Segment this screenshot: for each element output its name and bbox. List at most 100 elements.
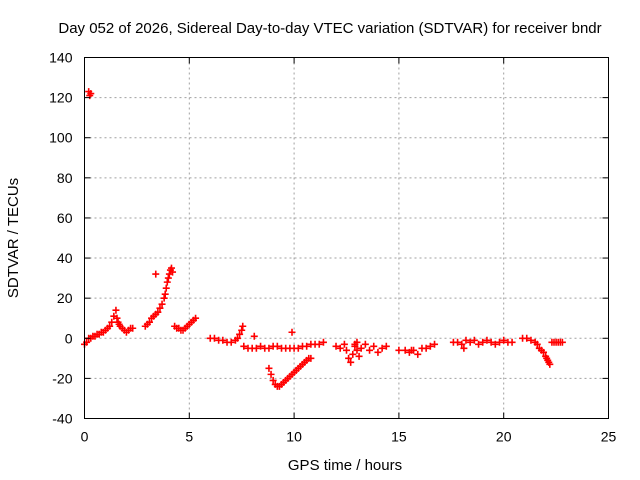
data-point xyxy=(336,344,344,352)
data-point xyxy=(236,330,244,338)
data-point xyxy=(466,338,474,346)
data-point xyxy=(169,268,177,276)
data-point xyxy=(239,322,247,330)
data-point xyxy=(487,338,495,346)
data-point xyxy=(508,338,516,346)
data-point xyxy=(238,326,246,334)
data-point xyxy=(540,348,548,356)
data-point xyxy=(462,336,470,344)
data-point xyxy=(353,338,361,346)
data-point xyxy=(431,340,439,348)
data-point xyxy=(483,336,491,344)
plot-frame xyxy=(84,57,609,419)
y-tick-label: 140 xyxy=(49,50,73,66)
data-point xyxy=(414,350,422,358)
data-point xyxy=(558,338,566,346)
data-point xyxy=(145,318,153,326)
x-tick-label: 0 xyxy=(81,429,89,445)
y-tick-label: 0 xyxy=(65,330,73,346)
data-point xyxy=(273,342,281,350)
data-point xyxy=(523,334,531,342)
data-point xyxy=(500,336,508,344)
data-point xyxy=(355,352,363,360)
data-point xyxy=(343,346,350,354)
data-point xyxy=(265,344,273,352)
x-tick-label: 15 xyxy=(391,429,407,445)
data-point xyxy=(162,284,170,292)
data-point xyxy=(340,340,348,348)
chart-title: Day 052 of 2026, Sidereal Day-to-day VTE… xyxy=(58,20,601,37)
data-point xyxy=(475,340,483,348)
data-point xyxy=(163,278,171,286)
x-tick-label: 20 xyxy=(496,429,512,445)
data-points xyxy=(81,88,566,390)
data-point xyxy=(357,344,365,352)
data-point xyxy=(288,328,296,336)
data-point xyxy=(401,346,409,354)
data-point xyxy=(426,342,434,350)
data-point xyxy=(458,340,466,348)
data-point xyxy=(454,338,462,346)
x-tick-label: 10 xyxy=(286,429,302,445)
data-point xyxy=(353,346,361,354)
data-point xyxy=(294,344,302,352)
data-point xyxy=(158,300,166,308)
y-tick-label: 120 xyxy=(49,90,73,106)
data-point xyxy=(378,344,386,352)
data-point xyxy=(240,342,248,350)
data-point xyxy=(347,358,355,366)
data-point xyxy=(257,342,265,350)
data-point xyxy=(496,338,504,346)
data-point xyxy=(267,370,275,378)
y-axis-label: SDTVAR / TECUs xyxy=(5,178,22,298)
data-point xyxy=(527,336,535,344)
data-point xyxy=(395,346,403,354)
data-point xyxy=(154,308,162,316)
data-point xyxy=(366,346,374,354)
data-point xyxy=(234,334,242,342)
data-point xyxy=(303,342,311,350)
x-tick-label: 5 xyxy=(185,429,193,445)
data-point xyxy=(108,318,116,326)
data-point xyxy=(167,264,175,272)
y-tick-label: 80 xyxy=(57,170,73,186)
data-point xyxy=(210,334,218,342)
data-point xyxy=(307,354,315,362)
data-point xyxy=(112,306,120,314)
data-point xyxy=(491,340,499,348)
data-point xyxy=(361,340,369,348)
y-tick-label: 20 xyxy=(57,290,73,306)
data-point xyxy=(382,342,390,350)
data-point xyxy=(479,338,487,346)
data-point xyxy=(470,336,478,344)
y-tick-label: 100 xyxy=(49,130,73,146)
data-point xyxy=(113,314,121,322)
data-point xyxy=(546,360,554,368)
data-point xyxy=(160,294,168,302)
data-point xyxy=(407,346,415,354)
y-tick-label: 60 xyxy=(57,210,73,226)
y-axis: -40 -20 0 20 40 60 80 100 120 140 xyxy=(49,50,609,427)
data-point xyxy=(192,314,200,322)
data-point xyxy=(129,324,137,332)
data-point xyxy=(533,340,541,348)
y-tick-label: -40 xyxy=(52,411,72,427)
y-tick-label: -20 xyxy=(52,370,72,386)
data-point xyxy=(315,340,323,348)
data-point xyxy=(269,376,277,384)
data-point xyxy=(250,332,258,340)
x-axis: 0 5 10 15 20 25 xyxy=(81,57,617,445)
data-point xyxy=(345,354,353,362)
data-point xyxy=(164,274,172,282)
y-tick-label: 40 xyxy=(57,250,73,266)
data-point xyxy=(227,338,235,346)
data-point xyxy=(161,290,169,298)
data-point xyxy=(156,304,164,312)
x-axis-label: GPS time / hours xyxy=(288,457,402,474)
data-point xyxy=(252,344,260,352)
data-point xyxy=(106,322,114,330)
data-point xyxy=(422,344,430,352)
data-point xyxy=(332,342,340,350)
x-tick-label: 25 xyxy=(601,429,617,445)
